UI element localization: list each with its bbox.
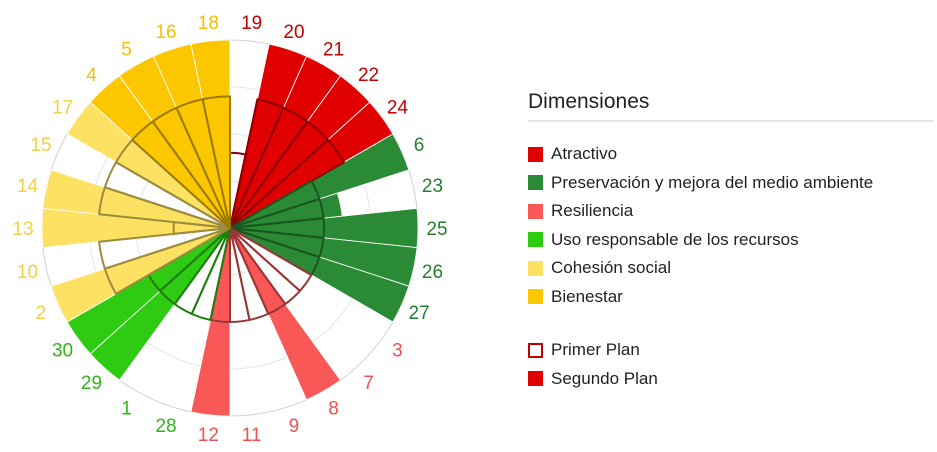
category-label: 5 bbox=[121, 40, 132, 61]
category-label: 23 bbox=[422, 176, 443, 197]
category-label: 21 bbox=[323, 40, 344, 61]
legend-item-uso-responsable: Uso responsable de los recursos bbox=[528, 226, 933, 255]
category-label: 22 bbox=[358, 65, 379, 86]
category-label: 1 bbox=[121, 398, 132, 419]
category-label: 12 bbox=[198, 425, 219, 446]
polar-bar-chart: 19 20 21 22 246 23 25 26 27 37 8 9 11 12 28 1 29 302 10 13 1… bbox=[12, 13, 447, 446]
legend-label: Segundo Plan bbox=[551, 368, 658, 388]
primer-plan-bar bbox=[98, 227, 231, 270]
legend-item-resiliencia: Resiliencia bbox=[528, 197, 933, 226]
legend-item-atractivo: Atractivo bbox=[528, 140, 933, 169]
category-label: 24 bbox=[387, 97, 409, 118]
legend-swatch bbox=[528, 260, 543, 276]
legend-label: Atractivo bbox=[551, 144, 618, 164]
category-label: 20 bbox=[283, 22, 304, 43]
category-label: 2 bbox=[36, 303, 47, 324]
legend-title: Dimensiones bbox=[528, 90, 933, 122]
legend-swatch bbox=[528, 289, 543, 305]
category-label: 19 bbox=[241, 13, 262, 34]
legend-swatch bbox=[528, 146, 543, 162]
primer-plan-bar bbox=[201, 95, 231, 229]
category-label: 16 bbox=[155, 22, 176, 43]
legend-item-bienestar: Bienestar bbox=[528, 283, 933, 312]
primer-plan-bar bbox=[229, 138, 345, 229]
category-label: 25 bbox=[426, 219, 447, 240]
category-label: 11 bbox=[242, 425, 262, 446]
legend-swatch bbox=[528, 175, 543, 191]
category-label: 13 bbox=[12, 219, 33, 240]
category-label: 26 bbox=[422, 262, 443, 283]
category-label: 7 bbox=[363, 373, 374, 394]
legend-dimensions: Atractivo Preservación y mejora del medi… bbox=[528, 140, 933, 311]
legend-label: Bienestar bbox=[551, 286, 623, 306]
category-label: 6 bbox=[414, 135, 425, 156]
category-label: 3 bbox=[392, 341, 403, 362]
legend-swatch bbox=[528, 232, 543, 248]
category-label: 27 bbox=[409, 303, 430, 324]
category-label: 8 bbox=[328, 398, 339, 419]
legend-item-preservacion: Preservación y mejora del medio ambiente bbox=[528, 169, 933, 198]
category-label: 28 bbox=[155, 416, 176, 437]
legend: Dimensiones Atractivo Preservación y mej… bbox=[528, 90, 933, 393]
category-label: 30 bbox=[52, 341, 73, 362]
legend-label: Resiliencia bbox=[551, 201, 634, 221]
category-label: 10 bbox=[17, 262, 38, 283]
legend-label: Uso responsable de los recursos bbox=[551, 229, 799, 249]
legend-label: Cohesión social bbox=[551, 258, 672, 278]
category-label: 9 bbox=[289, 416, 300, 437]
category-label: 29 bbox=[81, 373, 102, 394]
legend-swatch-filled bbox=[528, 371, 543, 387]
legend-swatch-outline bbox=[528, 342, 543, 358]
category-label: 17 bbox=[52, 97, 73, 118]
legend-swatch bbox=[528, 203, 543, 219]
category-label: 18 bbox=[198, 13, 219, 34]
legend-label: Primer Plan bbox=[551, 340, 640, 360]
legend-label: Preservación y mejora del medio ambiente bbox=[551, 172, 874, 192]
category-label: 4 bbox=[86, 65, 97, 86]
legend-item-segundo-plan: Segundo Plan bbox=[528, 365, 933, 394]
category-label: 14 bbox=[17, 176, 39, 197]
legend-item-cohesion-social: Cohesión social bbox=[528, 254, 933, 283]
legend-item-primer-plan: Primer Plan bbox=[528, 336, 933, 365]
category-label: 15 bbox=[30, 135, 51, 156]
